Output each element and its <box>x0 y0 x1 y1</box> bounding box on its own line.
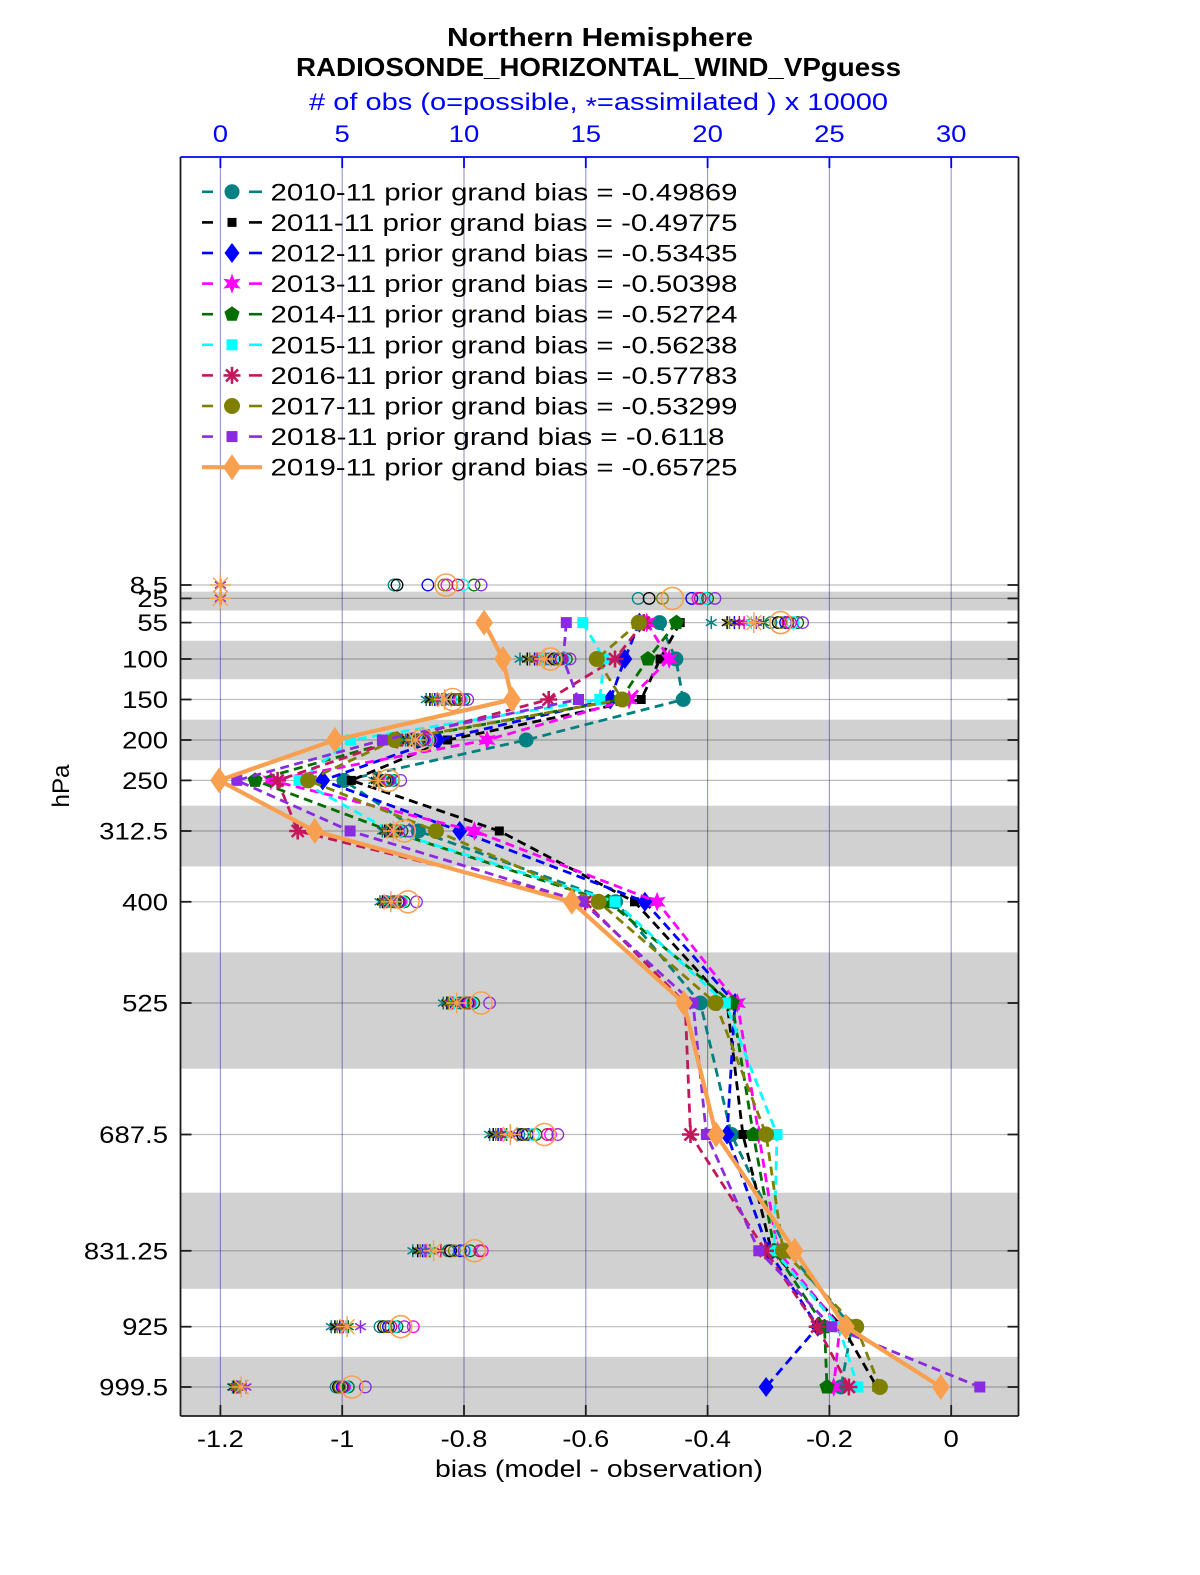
svg-text:-1.2: -1.2 <box>197 1426 244 1453</box>
svg-text:2015-11 prior grand bias = -0.: 2015-11 prior grand bias = -0.56238 <box>271 332 738 359</box>
svg-text:# of obs (o=possible, *=assimi: # of obs (o=possible, *=assimilated ) x … <box>309 89 888 120</box>
svg-text:2011-11 prior grand bias = -0.: 2011-11 prior grand bias = -0.49775 <box>271 210 738 237</box>
svg-text:20: 20 <box>692 121 723 148</box>
svg-text:525: 525 <box>122 990 168 1017</box>
svg-text:Northern Hemisphere: Northern Hemisphere <box>447 22 753 52</box>
svg-text:30: 30 <box>936 121 967 148</box>
svg-text:2018-11 prior grand bias = -0.: 2018-11 prior grand bias = -0.6118 <box>271 424 725 451</box>
svg-text:999.5: 999.5 <box>99 1374 168 1401</box>
svg-text:-0.2: -0.2 <box>806 1426 853 1453</box>
svg-text:-0.6: -0.6 <box>562 1426 609 1453</box>
svg-text:2014-11 prior grand bias = -0.: 2014-11 prior grand bias = -0.52724 <box>271 302 738 329</box>
svg-text:0: 0 <box>944 1426 959 1453</box>
svg-text:25: 25 <box>814 121 845 148</box>
svg-text:RADIOSONDE_HORIZONTAL_WIND_VPg: RADIOSONDE_HORIZONTAL_WIND_VPguess <box>296 52 901 82</box>
svg-text:25: 25 <box>137 586 168 613</box>
svg-text:687.5: 687.5 <box>99 1122 168 1149</box>
svg-text:2016-11 prior grand bias = -0.: 2016-11 prior grand bias = -0.57783 <box>271 363 738 390</box>
svg-text:55: 55 <box>137 610 168 637</box>
svg-text:2012-11 prior grand bias = -0.: 2012-11 prior grand bias = -0.53435 <box>271 241 738 268</box>
svg-text:hPa: hPa <box>48 764 75 808</box>
svg-text:925: 925 <box>122 1314 168 1341</box>
svg-text:2010-11 prior grand bias = -0.: 2010-11 prior grand bias = -0.49869 <box>271 179 738 206</box>
svg-text:2017-11 prior grand bias = -0.: 2017-11 prior grand bias = -0.53299 <box>271 394 738 421</box>
svg-text:150: 150 <box>122 687 168 714</box>
svg-text:2013-11 prior grand bias = -0.: 2013-11 prior grand bias = -0.50398 <box>271 271 738 298</box>
svg-text:-0.4: -0.4 <box>684 1426 731 1453</box>
svg-text:-1: -1 <box>330 1426 354 1453</box>
svg-text:8.5: 8.5 <box>130 573 168 600</box>
svg-text:-0.8: -0.8 <box>441 1426 488 1453</box>
svg-text:5: 5 <box>335 121 350 148</box>
svg-text:200: 200 <box>122 727 168 754</box>
svg-text:10: 10 <box>449 121 480 148</box>
svg-text:15: 15 <box>571 121 602 148</box>
svg-text:831.25: 831.25 <box>84 1238 168 1265</box>
svg-text:0: 0 <box>213 121 228 148</box>
svg-text:100: 100 <box>122 647 168 674</box>
svg-text:2019-11 prior grand bias = -0.: 2019-11 prior grand bias = -0.65725 <box>271 455 738 482</box>
svg-text:312.5: 312.5 <box>99 819 168 846</box>
svg-text:400: 400 <box>122 889 168 916</box>
svg-text:bias (model - observation): bias (model - observation) <box>435 1456 763 1483</box>
svg-text:250: 250 <box>122 768 168 795</box>
